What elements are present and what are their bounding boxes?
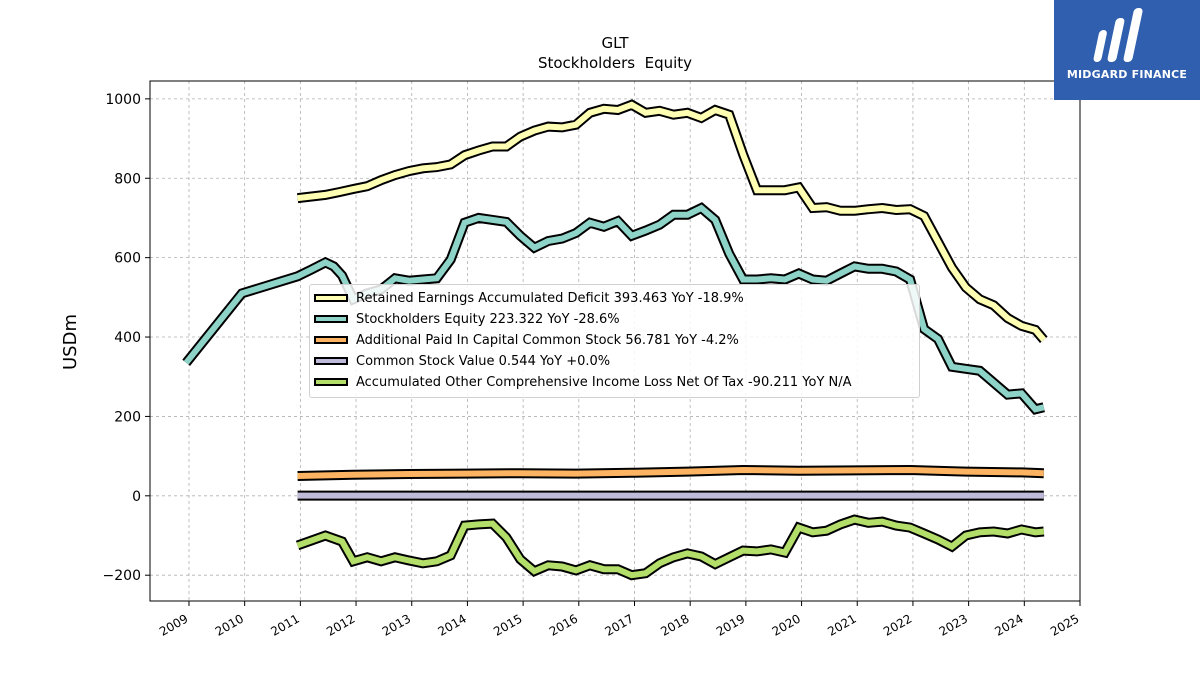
brand-name: MIDGARD FINANCE (1066, 68, 1188, 81)
legend-item: Retained Earnings Accumulated Deficit 39… (314, 289, 744, 307)
x-tick-label: 2011 (268, 611, 301, 638)
x-tick-label: 2017 (603, 611, 636, 638)
legend-swatch (314, 315, 348, 323)
series-line-0 (297, 101, 1047, 342)
legend-label: Additional Paid In Capital Common Stock … (356, 332, 739, 348)
x-tick-label: 2023 (937, 611, 970, 638)
legend-item: Accumulated Other Comprehensive Income L… (314, 373, 852, 391)
x-tick-label: 2015 (491, 611, 524, 638)
legend-label: Accumulated Other Comprehensive Income L… (356, 374, 852, 390)
legend: Retained Earnings Accumulated Deficit 39… (309, 284, 920, 398)
y-axis: −200 0 200 400 600 800 1000 (103, 92, 150, 584)
chart-title: GLT (601, 34, 629, 52)
legend-swatch (314, 378, 348, 386)
series-outline-4 (295, 514, 1045, 581)
chart-subtitle: Stockholders Equity (538, 54, 692, 72)
y-tick-label: 1000 (105, 92, 141, 108)
x-tick-label: 2019 (714, 611, 747, 638)
x-tick-label: 2010 (213, 611, 246, 638)
plot-frame (149, 80, 1081, 602)
legend-swatch (314, 357, 348, 365)
x-tick-label: 2024 (992, 611, 1025, 638)
x-tick-label: 2009 (157, 611, 190, 638)
y-tick-label: 200 (114, 409, 141, 425)
x-tick-label: 2018 (658, 611, 691, 638)
series-line-2 (297, 466, 1044, 479)
x-tick-label: 2020 (770, 611, 803, 638)
y-axis-label: USDm (60, 314, 81, 370)
brand-logo: MIDGARD FINANCE (1054, 0, 1200, 100)
y-tick-label: 400 (114, 330, 141, 346)
logo-mark-icon (1093, 8, 1143, 62)
series-line-4 (296, 516, 1045, 579)
legend-swatch (314, 294, 348, 302)
legend-label: Stockholders Equity 223.322 YoY -28.6% (356, 311, 620, 327)
legend-item: Stockholders Equity 223.322 YoY -28.6% (314, 310, 620, 328)
y-tick-label: 600 (114, 251, 141, 267)
x-tick-label: 2025 (1048, 611, 1081, 638)
y-tick-label: −200 (103, 568, 141, 584)
legend-item: Common Stock Value 0.544 YoY +0.0% (314, 352, 610, 370)
x-tick-label: 2022 (881, 611, 914, 638)
legend-label: Retained Earnings Accumulated Deficit 39… (356, 290, 744, 306)
x-tick-label: 2013 (380, 611, 413, 638)
x-tick-label: 2012 (324, 611, 357, 638)
y-tick-label: 800 (114, 171, 141, 187)
x-tick-label: 2016 (547, 611, 580, 638)
legend-item: Additional Paid In Capital Common Stock … (314, 331, 739, 349)
y-tick-label: 0 (132, 489, 141, 505)
x-tick-label: 2021 (825, 611, 858, 638)
x-axis: 2009 2010 2011 2012 2013 2014 2015 2016 2017 2018… (157, 601, 1082, 639)
x-tick-label: 2014 (435, 611, 468, 638)
legend-label: Common Stock Value 0.544 YoY +0.0% (356, 353, 611, 369)
legend-swatch (314, 336, 348, 344)
